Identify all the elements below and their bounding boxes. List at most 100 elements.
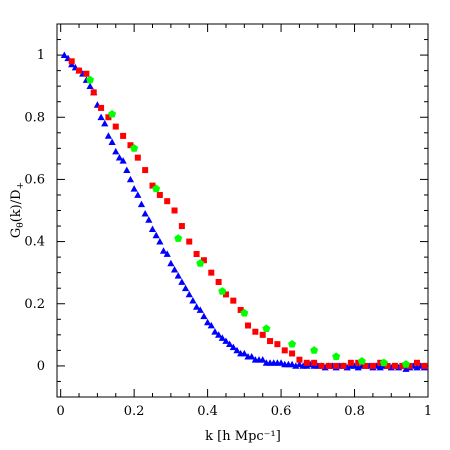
square-point bbox=[281, 347, 288, 354]
square-point bbox=[164, 198, 171, 205]
triangle-point bbox=[350, 362, 359, 369]
triangle-point bbox=[119, 157, 127, 164]
square-point bbox=[237, 306, 244, 313]
square-point bbox=[215, 278, 222, 285]
square-point bbox=[142, 167, 149, 174]
triangle-point bbox=[196, 306, 204, 313]
y-axis-title-sub-theta: θ bbox=[16, 222, 26, 227]
square-point bbox=[303, 359, 310, 366]
square-point bbox=[347, 359, 354, 366]
square-point bbox=[68, 58, 75, 65]
square-point bbox=[340, 362, 347, 369]
square-point bbox=[252, 328, 259, 335]
pentagon-point bbox=[401, 360, 410, 368]
triangle-point bbox=[104, 132, 113, 139]
triangle-point bbox=[233, 346, 241, 354]
pentagon-point bbox=[310, 346, 319, 354]
triangle-point bbox=[259, 356, 267, 363]
square-point bbox=[83, 70, 90, 77]
square-point bbox=[186, 238, 193, 245]
square-point bbox=[105, 114, 112, 121]
square-point bbox=[245, 322, 252, 329]
x-axis-title: k [h Mpc⁻¹] bbox=[205, 429, 281, 444]
square-point bbox=[90, 89, 97, 96]
square-point bbox=[377, 359, 384, 366]
x-tick-label: 1 bbox=[424, 404, 432, 419]
pentagon-point bbox=[357, 357, 366, 365]
pentagon-point bbox=[152, 184, 161, 193]
square-point bbox=[208, 269, 215, 276]
square-point bbox=[399, 362, 406, 369]
square-point bbox=[178, 223, 185, 230]
triangle-point bbox=[130, 185, 138, 192]
triangle-point bbox=[108, 138, 116, 145]
triangle-point bbox=[229, 343, 237, 351]
triangle-point bbox=[134, 191, 142, 198]
pentagon-point bbox=[288, 339, 297, 348]
square-point bbox=[259, 331, 266, 338]
square-point bbox=[230, 297, 237, 304]
triangle-point bbox=[189, 297, 197, 304]
square-point bbox=[120, 132, 127, 139]
square-point bbox=[384, 362, 391, 369]
square-point bbox=[362, 362, 369, 369]
y-tick-label: 0.8 bbox=[24, 110, 45, 125]
triangle-point bbox=[156, 237, 164, 245]
square-point bbox=[267, 338, 274, 345]
square-point bbox=[333, 362, 340, 369]
pentagon-point bbox=[196, 259, 205, 267]
square-point bbox=[127, 142, 134, 149]
triangle-point bbox=[218, 334, 226, 341]
triangle-point bbox=[101, 119, 109, 127]
square-point bbox=[171, 207, 178, 214]
y-tick-label: 1 bbox=[37, 48, 45, 63]
triangle-point bbox=[97, 113, 105, 121]
square-point bbox=[355, 359, 362, 366]
square-point bbox=[222, 291, 229, 298]
data-markers bbox=[60, 51, 428, 372]
pentagon-point bbox=[240, 308, 249, 317]
pentagon-point bbox=[218, 287, 227, 295]
triangle-point bbox=[112, 147, 120, 155]
triangle-point bbox=[126, 175, 135, 183]
pentagon-point bbox=[262, 324, 271, 333]
y-tick-label: 0.6 bbox=[24, 172, 45, 187]
x-tick-label: 0.8 bbox=[344, 404, 365, 419]
square-point bbox=[318, 362, 325, 369]
triangle-point bbox=[86, 82, 94, 90]
triangle-point bbox=[222, 337, 230, 344]
square-point bbox=[149, 182, 156, 189]
square-point bbox=[156, 191, 163, 198]
tick-labels: 0 0.2 0.4 0.6 0.8 1 0 0.2 0.4 0.6 0.8 1 bbox=[24, 48, 432, 419]
triangle-point bbox=[240, 349, 248, 357]
triangle-point bbox=[137, 200, 146, 208]
triangle-point bbox=[207, 321, 215, 329]
y-axis-title-main: G bbox=[9, 228, 24, 238]
y-tick-label: 0.2 bbox=[24, 297, 45, 312]
pentagon-point bbox=[130, 144, 139, 152]
square-point bbox=[112, 123, 119, 130]
plot-frame bbox=[56, 23, 429, 398]
pentagon-point bbox=[108, 109, 117, 118]
square-point bbox=[134, 154, 141, 161]
triangle-point bbox=[295, 360, 304, 368]
triangle-point bbox=[215, 331, 223, 338]
y-axis-title-sub-plus: + bbox=[16, 182, 26, 190]
square-point bbox=[296, 356, 303, 363]
square-point bbox=[406, 362, 413, 369]
y-axis-title: Gθ(k)/D+ bbox=[9, 182, 26, 238]
x-tick-label: 0.6 bbox=[271, 404, 292, 419]
triangle-point bbox=[185, 290, 193, 298]
pentagon-point bbox=[86, 75, 95, 84]
triangle-point bbox=[167, 259, 175, 267]
x-tick-label: 0.4 bbox=[197, 404, 218, 419]
square-point bbox=[369, 362, 376, 369]
triangle-point bbox=[204, 318, 212, 326]
triangle-point bbox=[60, 51, 68, 58]
triangle-point bbox=[248, 352, 256, 360]
triangle-point bbox=[226, 340, 234, 348]
y-tick-label: 0.4 bbox=[24, 235, 45, 250]
triangle-point bbox=[200, 312, 208, 320]
pentagon-point bbox=[332, 352, 341, 360]
